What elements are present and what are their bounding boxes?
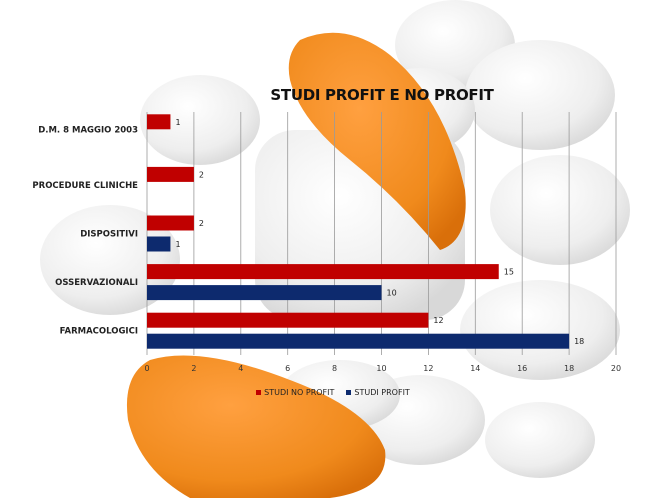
legend-swatch-profit <box>346 390 352 395</box>
data-label: 1 <box>175 118 180 127</box>
legend-label-profit: STUDI PROFIT <box>354 388 410 397</box>
bar-studi-no-profit-dispositivi <box>147 215 194 231</box>
chart-title: STUDI PROFIT E NO PROFIT <box>270 86 494 104</box>
x-tick-label: 10 <box>376 364 386 373</box>
legend-item-profit: STUDI PROFIT <box>346 388 410 397</box>
category-labels: D.M. 8 MAGGIO 2003 PROCEDURE CLINICHE DISP… <box>32 125 138 336</box>
bar-studi-no-profit-farmacologici <box>147 312 429 328</box>
bars <box>147 114 570 349</box>
data-label: 1 <box>175 240 180 249</box>
legend: STUDI NO PROFIT STUDI PROFIT <box>0 388 666 397</box>
data-label: 15 <box>504 268 514 277</box>
x-tick-label: 14 <box>470 364 480 373</box>
legend-swatch-no-profit <box>256 390 262 395</box>
category-label-osservazionali: OSSERVAZIONALI <box>55 278 138 288</box>
bar-studi-no-profit-procedure-cliniche <box>147 166 194 182</box>
x-tick-label: 8 <box>332 364 337 373</box>
x-tick-label: 2 <box>191 364 196 373</box>
data-label: 2 <box>199 219 204 228</box>
x-tick-label: 18 <box>564 364 574 373</box>
data-label: 12 <box>433 316 443 325</box>
bar-studi-profit-dispositivi <box>147 236 171 252</box>
bar-studi-profit-farmacologici <box>147 333 570 349</box>
x-axis-ticks: 0 2 4 6 8 10 12 14 16 18 20 <box>144 364 621 373</box>
x-tick-label: 4 <box>238 364 243 373</box>
x-tick-label: 12 <box>423 364 433 373</box>
x-tick-label: 0 <box>144 364 149 373</box>
data-label: 10 <box>387 289 397 298</box>
data-label: 18 <box>574 337 584 346</box>
bar-studi-profit-osservazionali <box>147 285 382 301</box>
bar-studi-no-profit-d-m-8-maggio-2003 <box>147 114 171 130</box>
data-label: 2 <box>199 170 204 179</box>
x-tick-label: 20 <box>611 364 621 373</box>
category-label-d-m-8-maggio-2003: D.M. 8 MAGGIO 2003 <box>38 125 138 135</box>
category-label-dispositivi: DISPOSITIVI <box>80 230 138 240</box>
x-tick-label: 6 <box>285 364 290 373</box>
x-tick-label: 16 <box>517 364 527 373</box>
category-label-farmacologici: FARMACOLOGICI <box>60 327 138 337</box>
bar-studi-no-profit-osservazionali <box>147 264 499 280</box>
category-label-procedure-cliniche: PROCEDURE CLINICHE <box>32 181 138 191</box>
legend-label-no-profit: STUDI NO PROFIT <box>264 388 335 397</box>
legend-item-no-profit: STUDI NO PROFIT <box>256 388 334 397</box>
